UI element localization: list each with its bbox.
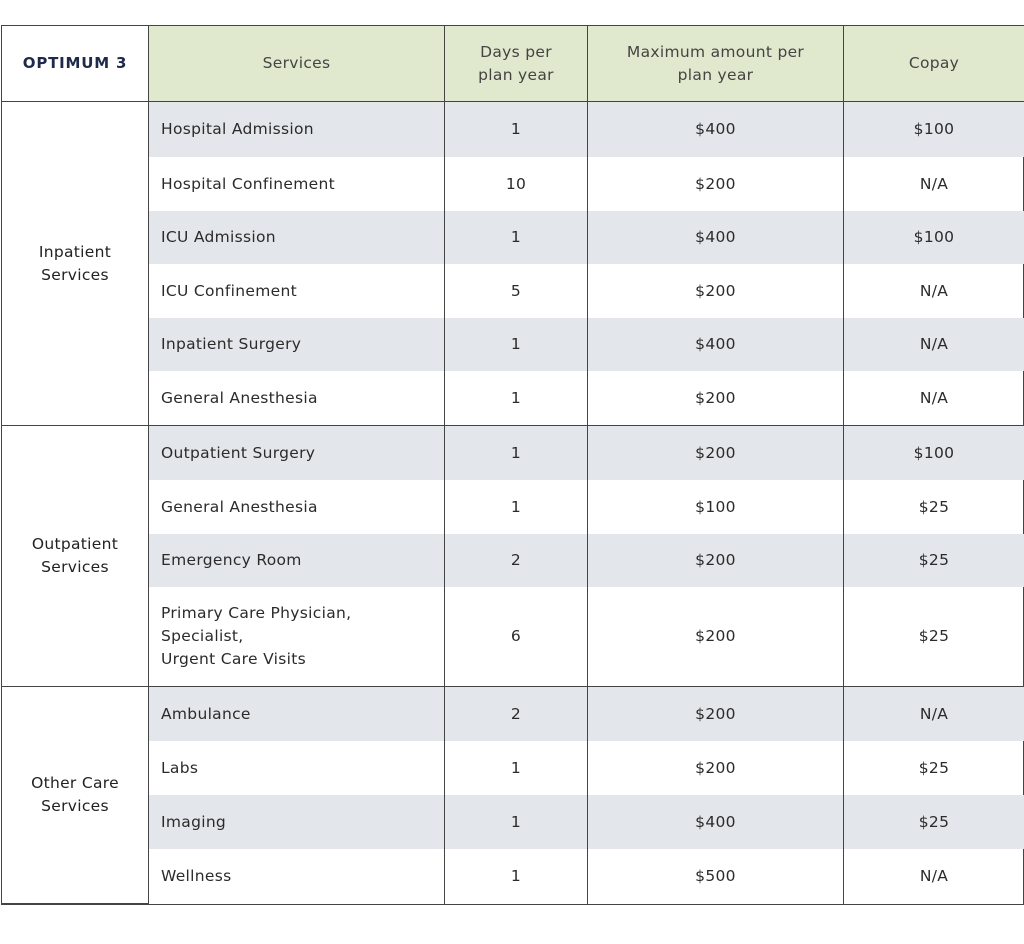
days-per-year: 1 [444,741,587,795]
benefits-table: OPTIMUM 3 Services Days per plan year Maxim… [1,25,1024,905]
service-name: Wellness [148,849,444,904]
max-amount: $200 [587,741,843,795]
max-amount: $400 [587,211,843,264]
service-name: Labs [148,741,444,795]
service-name: General Anesthesia [148,371,444,426]
service-name: Hospital Admission [148,102,444,157]
days-per-year: 10 [444,157,587,211]
copay: $25 [843,480,1024,534]
max-amount: $500 [587,849,843,904]
copay: $100 [843,211,1024,264]
header-max-amount: Maximum amount per plan year [587,26,843,102]
copay: $100 [843,102,1024,157]
copay: $25 [843,795,1024,849]
max-amount: $200 [587,371,843,426]
copay: N/A [843,371,1024,426]
max-amount: $400 [587,102,843,157]
days-per-year: 2 [444,534,587,587]
days-per-year: 6 [444,587,587,687]
group-label: Outpatient Services [2,426,148,687]
service-name: Hospital Confinement [148,157,444,211]
copay: N/A [843,157,1024,211]
days-per-year: 1 [444,795,587,849]
service-name: Ambulance [148,687,444,741]
copay: N/A [843,264,1024,318]
header-services: Services [148,26,444,102]
days-per-year: 1 [444,211,587,264]
max-amount: $200 [587,426,843,480]
days-per-year: 1 [444,849,587,904]
service-name: Inpatient Surgery [148,318,444,371]
copay: N/A [843,849,1024,904]
days-per-year: 1 [444,480,587,534]
header-days: Days per plan year [444,26,587,102]
copay: $25 [843,741,1024,795]
header-copay: Copay [843,26,1024,102]
service-name: Emergency Room [148,534,444,587]
max-amount: $200 [587,264,843,318]
max-amount: $100 [587,480,843,534]
days-per-year: 1 [444,318,587,371]
group-label: Inpatient Services [2,102,148,426]
max-amount: $200 [587,587,843,687]
plan-name: OPTIMUM 3 [2,26,148,102]
max-amount: $400 [587,318,843,371]
max-amount: $200 [587,534,843,587]
group-label: Other Care Services [2,687,148,904]
max-amount: $200 [587,687,843,741]
copay: N/A [843,687,1024,741]
service-name: Imaging [148,795,444,849]
service-name: Primary Care Physician, Specialist, Urge… [148,587,444,687]
copay: $25 [843,534,1024,587]
copay: $100 [843,426,1024,480]
copay: $25 [843,587,1024,687]
days-per-year: 1 [444,426,587,480]
days-per-year: 1 [444,102,587,157]
days-per-year: 2 [444,687,587,741]
days-per-year: 5 [444,264,587,318]
copay: N/A [843,318,1024,371]
service-name: Outpatient Surgery [148,426,444,480]
service-name: ICU Confinement [148,264,444,318]
service-name: ICU Admission [148,211,444,264]
days-per-year: 1 [444,371,587,426]
max-amount: $400 [587,795,843,849]
service-name: General Anesthesia [148,480,444,534]
max-amount: $200 [587,157,843,211]
